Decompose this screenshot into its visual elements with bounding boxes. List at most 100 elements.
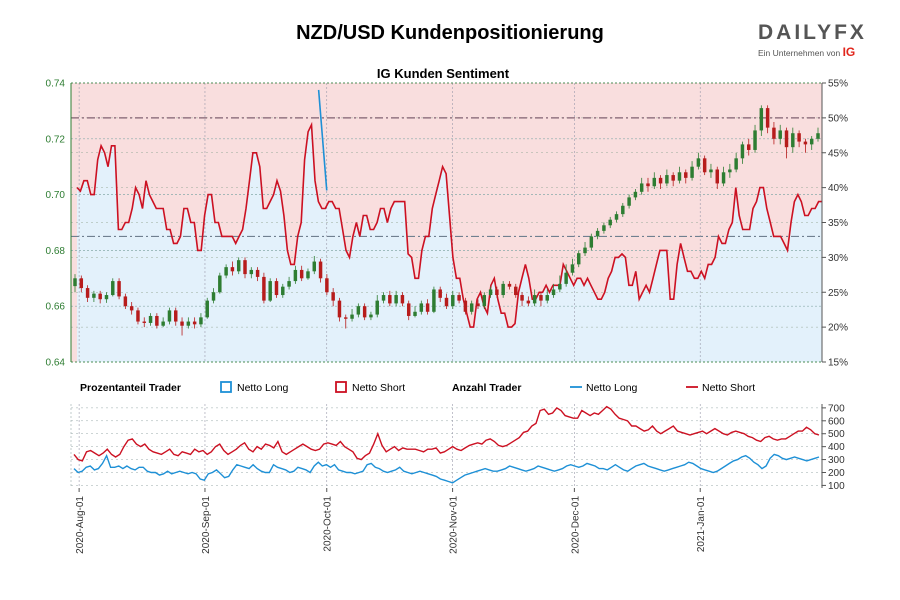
price-tick-label: 0.72 bbox=[46, 134, 66, 145]
legend: Prozentanteil Trader Netto Long Netto Sh… bbox=[80, 381, 755, 394]
netto-short-sentiment-line bbox=[76, 121, 822, 328]
logo-sub-text: Ein Unternehmen von bbox=[758, 48, 841, 58]
count-tick-label: 200 bbox=[828, 468, 845, 479]
candle-body bbox=[469, 303, 474, 312]
candle-body bbox=[406, 303, 411, 316]
candle-body bbox=[639, 183, 644, 192]
candle-body bbox=[293, 269, 298, 282]
candle-body bbox=[205, 300, 209, 318]
candle-body bbox=[318, 261, 323, 279]
pct-tick-label: 45% bbox=[828, 148, 848, 159]
candle-body bbox=[501, 283, 505, 296]
candle-body bbox=[344, 317, 348, 319]
candle-body bbox=[142, 321, 146, 323]
x-tick-label: 2020-Sep-01 bbox=[201, 496, 212, 554]
candle-body bbox=[123, 296, 128, 307]
candle-body bbox=[532, 295, 537, 304]
candle-body bbox=[495, 289, 499, 296]
candle-body bbox=[476, 303, 480, 307]
x-tick-label: 2020-Nov-01 bbox=[449, 496, 460, 554]
candle-body bbox=[488, 289, 493, 296]
candle-body bbox=[463, 300, 468, 312]
candle-body bbox=[312, 261, 317, 272]
pct-tick-label: 55% bbox=[828, 79, 848, 90]
count-tick-label: 100 bbox=[828, 481, 845, 492]
candle-body bbox=[784, 130, 789, 148]
candle-body bbox=[117, 281, 121, 297]
pct-tick-label: 40% bbox=[828, 183, 848, 194]
candle-body bbox=[255, 269, 260, 277]
x-axis: 2020-Aug-01 2020-Sep-01 2020-Oct-01 2020-No… bbox=[75, 488, 707, 554]
candle-body bbox=[129, 306, 134, 311]
candle-body bbox=[262, 276, 266, 301]
pct-tick-label: 35% bbox=[828, 218, 848, 229]
candle-body bbox=[394, 295, 398, 304]
candle-body bbox=[646, 183, 650, 187]
legend-long-count-label: Netto Long bbox=[586, 382, 638, 394]
x-tick-label: 2021-Jan-01 bbox=[696, 496, 707, 553]
price-tick-label: 0.74 bbox=[46, 79, 66, 90]
candle-body bbox=[148, 315, 153, 323]
dailyfx-logo: DAILYFX Ein Unternehmen von IG bbox=[758, 22, 868, 62]
candle-body bbox=[337, 300, 342, 318]
candle-body bbox=[791, 133, 795, 148]
pct-tick-label: 15% bbox=[828, 358, 848, 369]
pct-tick-label: 25% bbox=[828, 288, 848, 299]
candle-body bbox=[381, 295, 386, 301]
candle-body bbox=[350, 314, 354, 319]
candle-body bbox=[633, 191, 638, 198]
netto-short-count-line bbox=[73, 405, 820, 462]
logo-word: DAILYFX bbox=[758, 21, 867, 44]
candle-body bbox=[243, 260, 247, 275]
chart-title: IG Kunden Sentiment bbox=[377, 66, 510, 81]
candle-body bbox=[765, 108, 770, 128]
candle-body bbox=[526, 300, 531, 304]
candle-body bbox=[281, 286, 285, 296]
count-tick-label: 700 bbox=[828, 403, 845, 414]
count-tick-label: 300 bbox=[828, 455, 845, 466]
candle-body bbox=[576, 253, 581, 265]
candle-body bbox=[362, 306, 367, 318]
candle-body bbox=[136, 310, 140, 322]
candle-body bbox=[104, 295, 109, 300]
price-tick-label: 0.70 bbox=[46, 190, 66, 201]
candle-body bbox=[621, 205, 625, 215]
candle-body bbox=[803, 141, 808, 145]
candle-body bbox=[161, 321, 165, 326]
candle-body bbox=[400, 295, 405, 304]
candle-body bbox=[230, 267, 235, 272]
candle-body bbox=[558, 283, 562, 290]
pct-tick-label: 30% bbox=[828, 253, 848, 264]
candle-body bbox=[564, 272, 568, 284]
candle-body bbox=[551, 289, 556, 296]
candle-body bbox=[236, 260, 241, 272]
candle-body bbox=[665, 175, 669, 184]
candle-body bbox=[753, 130, 757, 150]
candle-body bbox=[520, 295, 524, 301]
legend-long-swatch bbox=[220, 381, 232, 393]
candle-body bbox=[369, 314, 373, 318]
candle-body bbox=[734, 158, 738, 170]
candle-body bbox=[432, 289, 436, 312]
candle-body bbox=[747, 144, 751, 150]
trader-count-panel: 100 200 300 400 500 600 700 bbox=[70, 403, 845, 492]
legend-short-count-label: Netto Short bbox=[702, 382, 755, 394]
candle-body bbox=[652, 177, 657, 187]
candle-body bbox=[73, 278, 77, 287]
candle-body bbox=[274, 281, 279, 296]
candle-body bbox=[797, 133, 801, 142]
candle-body bbox=[79, 278, 84, 289]
netto-long-spike bbox=[317, 89, 328, 191]
candle-body bbox=[816, 133, 820, 139]
ig-logo: IG bbox=[842, 45, 856, 59]
page-title: NZD/USD Kundenpositionierung bbox=[296, 22, 604, 44]
candle-body bbox=[98, 293, 102, 300]
candle-body bbox=[211, 292, 216, 301]
pct-tick-label: 20% bbox=[828, 323, 848, 334]
candle-body bbox=[772, 127, 776, 139]
candle-body bbox=[287, 281, 291, 287]
candle-body bbox=[180, 321, 184, 326]
candle-body bbox=[740, 144, 745, 159]
candle-body bbox=[514, 286, 518, 296]
